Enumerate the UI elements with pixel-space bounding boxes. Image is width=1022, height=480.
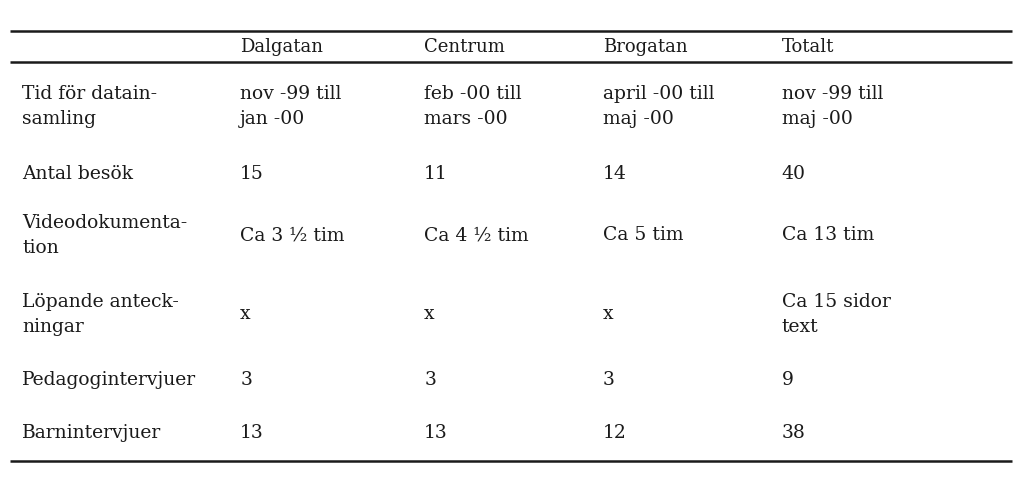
Text: 15: 15 (240, 165, 264, 183)
Text: Brogatan: Brogatan (603, 38, 688, 56)
Text: 13: 13 (240, 424, 264, 442)
Text: Ca 15 sidor: Ca 15 sidor (782, 293, 891, 311)
Text: Centrum: Centrum (424, 38, 505, 56)
Text: Totalt: Totalt (782, 38, 834, 56)
Text: Videodokumenta-: Videodokumenta- (22, 214, 188, 231)
Text: mars -00: mars -00 (424, 110, 508, 129)
Text: 12: 12 (603, 424, 626, 442)
Text: Ca 4 ½ tim: Ca 4 ½ tim (424, 226, 528, 244)
Text: 11: 11 (424, 165, 448, 183)
Text: text: text (782, 318, 819, 336)
Text: x: x (603, 305, 613, 324)
Text: Ca 13 tim: Ca 13 tim (782, 226, 874, 244)
Text: Antal besök: Antal besök (22, 165, 134, 183)
Text: nov -99 till: nov -99 till (782, 85, 883, 103)
Text: 38: 38 (782, 424, 805, 442)
Text: feb -00 till: feb -00 till (424, 85, 522, 103)
Text: x: x (424, 305, 434, 324)
Text: 14: 14 (603, 165, 626, 183)
Text: maj -00: maj -00 (782, 110, 852, 129)
Text: 3: 3 (240, 372, 252, 389)
Text: 3: 3 (424, 372, 436, 389)
Text: 40: 40 (782, 165, 805, 183)
Text: Dalgatan: Dalgatan (240, 38, 323, 56)
Text: samling: samling (22, 110, 96, 129)
Text: Ca 5 tim: Ca 5 tim (603, 226, 684, 244)
Text: jan -00: jan -00 (240, 110, 306, 129)
Text: x: x (240, 305, 250, 324)
Text: maj -00: maj -00 (603, 110, 673, 129)
Text: Barnintervjuer: Barnintervjuer (22, 424, 161, 442)
Text: ningar: ningar (22, 318, 84, 336)
Text: 9: 9 (782, 372, 794, 389)
Text: Ca 3 ½ tim: Ca 3 ½ tim (240, 226, 344, 244)
Text: Tid för datain-: Tid för datain- (22, 85, 157, 103)
Text: Löpande anteck-: Löpande anteck- (22, 293, 179, 311)
Text: nov -99 till: nov -99 till (240, 85, 341, 103)
Text: 3: 3 (603, 372, 615, 389)
Text: tion: tion (22, 239, 59, 257)
Text: 13: 13 (424, 424, 448, 442)
Text: Pedagogintervjuer: Pedagogintervjuer (22, 372, 196, 389)
Text: april -00 till: april -00 till (603, 85, 714, 103)
